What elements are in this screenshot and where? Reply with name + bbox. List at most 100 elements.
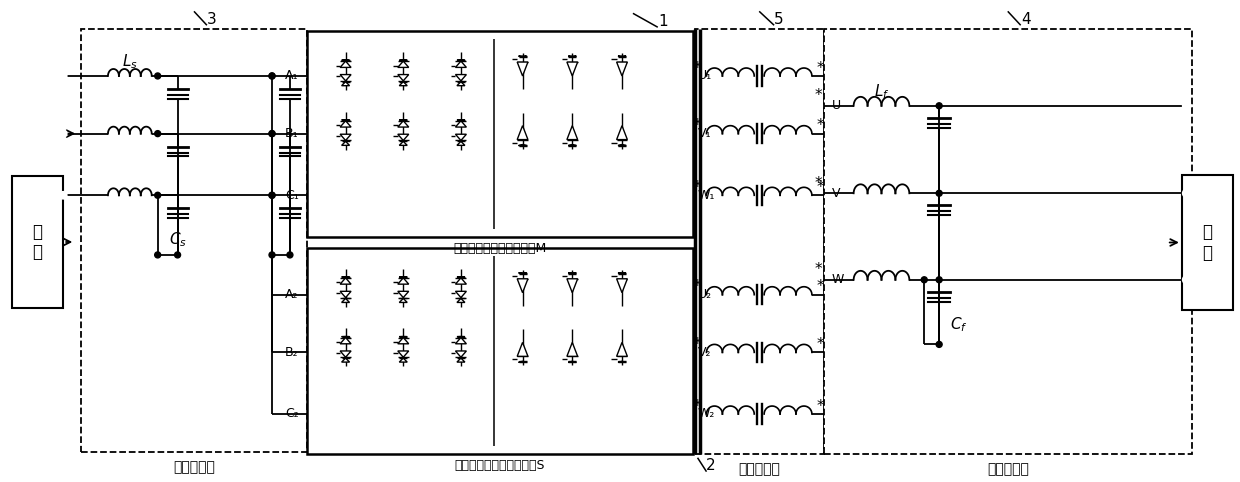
Polygon shape bbox=[340, 337, 351, 344]
Polygon shape bbox=[458, 141, 465, 146]
Polygon shape bbox=[455, 61, 466, 67]
Text: *: * bbox=[817, 61, 825, 76]
Text: 电
源: 电 源 bbox=[32, 223, 42, 261]
Text: C₁: C₁ bbox=[285, 189, 299, 202]
Polygon shape bbox=[341, 141, 350, 146]
Polygon shape bbox=[568, 273, 577, 274]
Text: B₁: B₁ bbox=[285, 127, 299, 140]
Circle shape bbox=[155, 252, 161, 258]
Circle shape bbox=[936, 277, 942, 283]
Circle shape bbox=[921, 277, 928, 283]
Polygon shape bbox=[340, 291, 351, 297]
Text: 输出滤波器: 输出滤波器 bbox=[987, 463, 1029, 477]
Polygon shape bbox=[518, 145, 527, 146]
Circle shape bbox=[269, 192, 275, 198]
Circle shape bbox=[269, 131, 275, 136]
Text: 5: 5 bbox=[774, 12, 784, 27]
Text: $C_f$: $C_f$ bbox=[950, 315, 968, 334]
Circle shape bbox=[936, 103, 942, 109]
Circle shape bbox=[155, 131, 161, 136]
Polygon shape bbox=[455, 75, 466, 81]
Circle shape bbox=[60, 130, 67, 137]
Text: *: * bbox=[815, 176, 822, 191]
Polygon shape bbox=[398, 75, 409, 81]
Polygon shape bbox=[567, 62, 578, 76]
Text: 输入滤波器: 输入滤波器 bbox=[174, 461, 215, 475]
Text: $L_f$: $L_f$ bbox=[874, 82, 889, 101]
Polygon shape bbox=[455, 121, 466, 127]
Text: V₂: V₂ bbox=[698, 346, 711, 359]
Text: 2: 2 bbox=[706, 458, 715, 473]
Polygon shape bbox=[618, 56, 626, 57]
Text: B₂: B₂ bbox=[285, 346, 299, 359]
Text: U₁: U₁ bbox=[698, 69, 712, 82]
Polygon shape bbox=[458, 358, 465, 362]
Polygon shape bbox=[616, 62, 627, 76]
Polygon shape bbox=[616, 279, 627, 293]
Text: U: U bbox=[832, 99, 841, 112]
Circle shape bbox=[60, 192, 67, 199]
Text: *: * bbox=[694, 399, 702, 414]
Text: 隔离变压器: 隔离变压器 bbox=[738, 463, 780, 477]
Circle shape bbox=[936, 341, 942, 348]
Polygon shape bbox=[398, 61, 409, 67]
Polygon shape bbox=[618, 145, 626, 146]
Text: W₂: W₂ bbox=[698, 407, 715, 420]
Circle shape bbox=[1183, 102, 1190, 110]
Polygon shape bbox=[568, 56, 577, 57]
Polygon shape bbox=[340, 61, 351, 67]
Polygon shape bbox=[341, 298, 350, 302]
Polygon shape bbox=[398, 134, 409, 140]
Polygon shape bbox=[341, 358, 350, 362]
Text: *: * bbox=[694, 118, 702, 133]
Polygon shape bbox=[340, 121, 351, 127]
Polygon shape bbox=[567, 279, 578, 293]
Polygon shape bbox=[399, 141, 407, 146]
Text: 3: 3 bbox=[207, 12, 217, 27]
Text: V₁: V₁ bbox=[698, 127, 711, 140]
Circle shape bbox=[155, 73, 161, 79]
Polygon shape bbox=[458, 82, 465, 86]
Text: 4: 4 bbox=[1021, 12, 1030, 27]
Text: C₂: C₂ bbox=[285, 407, 299, 420]
Text: *: * bbox=[817, 118, 825, 133]
Polygon shape bbox=[455, 351, 466, 357]
Polygon shape bbox=[568, 145, 577, 146]
Circle shape bbox=[269, 131, 275, 136]
Bar bbox=[81, 29, 306, 452]
Polygon shape bbox=[341, 82, 350, 86]
Polygon shape bbox=[455, 134, 466, 140]
Circle shape bbox=[269, 252, 275, 258]
Text: *: * bbox=[817, 279, 825, 294]
Polygon shape bbox=[398, 278, 409, 284]
Text: *: * bbox=[817, 399, 825, 414]
Text: 第一双级矩阵变换器单元M: 第一双级矩阵变换器单元M bbox=[453, 242, 547, 255]
Polygon shape bbox=[517, 342, 528, 356]
Circle shape bbox=[936, 190, 942, 196]
Polygon shape bbox=[455, 291, 466, 297]
Circle shape bbox=[286, 252, 293, 258]
Text: *: * bbox=[694, 279, 702, 294]
Polygon shape bbox=[399, 298, 407, 302]
Text: A₂: A₂ bbox=[285, 288, 299, 301]
Text: U₂: U₂ bbox=[698, 288, 712, 301]
Text: *: * bbox=[817, 337, 825, 352]
Text: *: * bbox=[694, 61, 702, 76]
Polygon shape bbox=[618, 273, 626, 274]
Polygon shape bbox=[398, 351, 409, 357]
Text: V: V bbox=[832, 187, 841, 200]
Bar bbox=[11, 176, 63, 308]
Bar bbox=[306, 31, 693, 237]
Polygon shape bbox=[398, 121, 409, 127]
Text: $C_s$: $C_s$ bbox=[169, 231, 186, 249]
Circle shape bbox=[1183, 189, 1190, 197]
Polygon shape bbox=[616, 126, 627, 140]
Bar bbox=[694, 29, 823, 454]
Polygon shape bbox=[340, 134, 351, 140]
Circle shape bbox=[60, 72, 67, 80]
Text: $L_s$: $L_s$ bbox=[122, 53, 138, 71]
Polygon shape bbox=[567, 126, 578, 140]
Polygon shape bbox=[458, 298, 465, 302]
Polygon shape bbox=[340, 75, 351, 81]
Polygon shape bbox=[616, 342, 627, 356]
